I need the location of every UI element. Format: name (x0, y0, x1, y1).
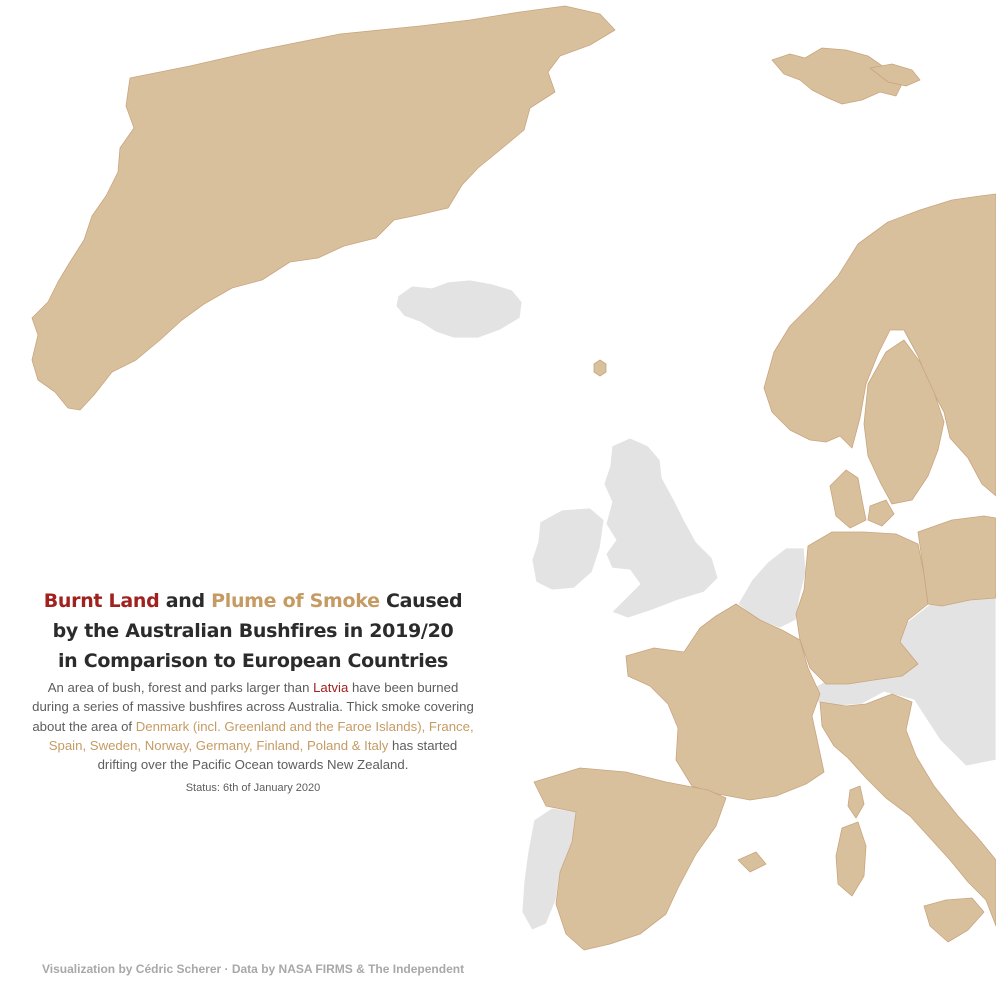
scandinavia (763, 193, 996, 497)
info-panel: Burnt Land and Plume of Smoke Caused by … (30, 586, 476, 794)
title-line-3: in Comparison to European Countries (57, 650, 449, 672)
description: An area of bush, forest and parks larger… (30, 678, 476, 774)
svalbard (771, 47, 903, 105)
description-part-1: An area of bush, forest and parks larger… (47, 680, 310, 695)
france (625, 603, 825, 801)
sicily (923, 897, 985, 943)
denmark (829, 469, 867, 529)
svalbard-east (869, 63, 921, 87)
title-plume-of-smoke: Plume of Smoke (211, 590, 380, 612)
poland (917, 515, 996, 607)
balearic-islands (737, 851, 767, 873)
italy (819, 693, 996, 927)
title-caused: Caused (385, 590, 463, 612)
description-part-2: have been burned during a series of mass… (32, 680, 474, 734)
denmark-islands (867, 499, 895, 527)
ireland (531, 507, 605, 591)
status-text: Status: 6th of January 2020 (185, 782, 321, 795)
sardinia (835, 821, 867, 897)
title-burnt-land: Burnt Land (43, 590, 160, 612)
description-latvia: Latvia (313, 680, 349, 695)
corsica (847, 785, 865, 819)
credit-text: Visualization by Cédric Scherer · Data b… (42, 962, 465, 976)
germany (795, 531, 929, 685)
title-line-2: by the Australian Bushfires in 2019/20 (52, 620, 454, 642)
description-part-3: has started drifting over the Pacific Oc… (97, 737, 458, 773)
title-and: and (165, 590, 205, 612)
description-countries: Denmark (incl. Greenland and the Faroe I… (48, 718, 474, 753)
great-britain (603, 437, 719, 619)
spain (533, 767, 727, 951)
page-title: Burnt Land and Plume of Smoke Caused by … (30, 586, 476, 676)
faroe-islands (593, 359, 607, 377)
greenland (31, 5, 616, 411)
iceland (395, 279, 523, 339)
sweden-south (863, 339, 945, 505)
